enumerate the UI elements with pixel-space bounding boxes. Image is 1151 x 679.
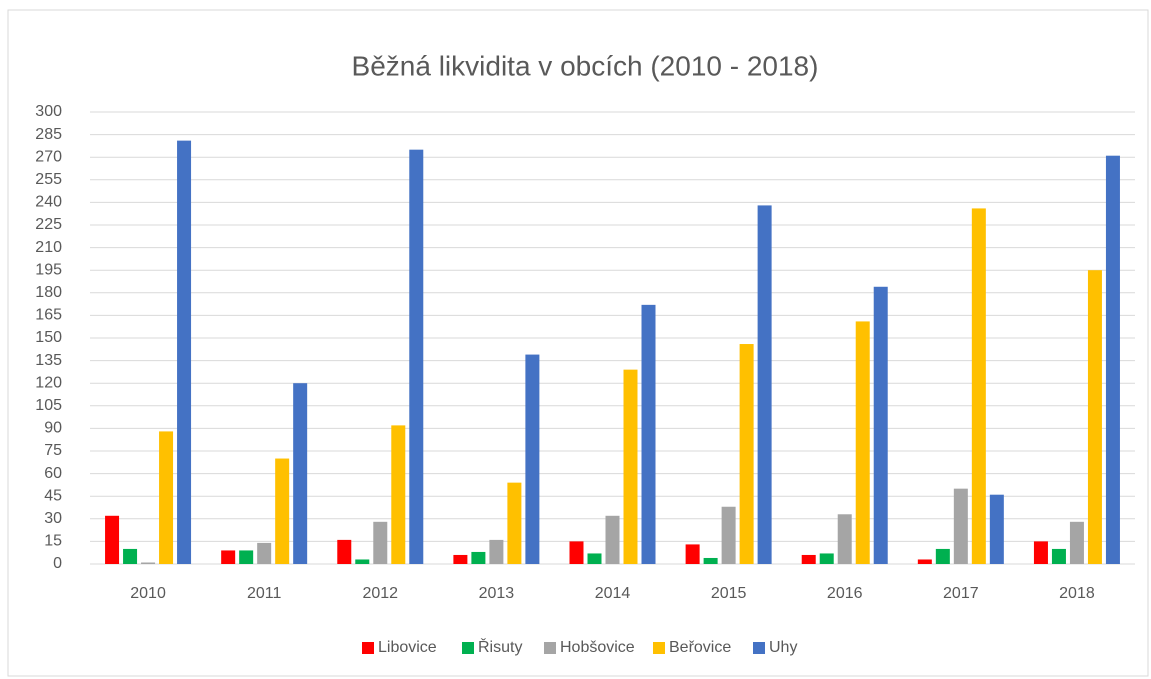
- bar: [605, 515, 620, 564]
- bar: [337, 539, 352, 564]
- legend-label: Beřovice: [669, 639, 731, 656]
- bar: [239, 550, 254, 564]
- x-tick-label: 2014: [595, 585, 631, 602]
- bar: [819, 553, 834, 564]
- bar: [703, 557, 718, 564]
- legend-label: Uhy: [769, 639, 797, 656]
- legend-label: Libovice: [378, 639, 437, 656]
- bar: [373, 521, 388, 564]
- bar: [257, 542, 272, 564]
- y-tick-label: 165: [35, 307, 62, 324]
- bar: [1087, 270, 1102, 564]
- y-tick-label: 255: [35, 171, 62, 188]
- bar: [873, 286, 888, 564]
- legend-swatch: [462, 642, 474, 654]
- bar: [569, 541, 584, 564]
- bar: [391, 425, 406, 564]
- y-tick-label: 90: [44, 420, 62, 437]
- bar: [721, 506, 736, 564]
- bar: [355, 559, 370, 564]
- bar: [409, 149, 424, 564]
- chart-frame: [7, 9, 1149, 677]
- y-tick-label: 210: [35, 239, 62, 256]
- y-tick-label: 270: [35, 148, 62, 165]
- bar: [159, 431, 174, 564]
- x-tick-label: 2015: [711, 585, 747, 602]
- x-tick-label: 2011: [247, 585, 282, 602]
- y-tick-label: 240: [35, 194, 62, 211]
- y-tick-label: 135: [35, 352, 62, 369]
- y-tick-label: 105: [35, 397, 62, 414]
- bar: [177, 140, 192, 565]
- bar: [953, 488, 968, 564]
- legend-swatch: [753, 642, 765, 654]
- bar: [739, 344, 754, 564]
- bar: [1051, 548, 1066, 564]
- y-tick-label: 30: [44, 510, 62, 527]
- x-tick-label: 2017: [943, 585, 979, 602]
- bar: [935, 548, 950, 564]
- y-tick-label: 120: [35, 374, 62, 391]
- y-tick-label: 195: [35, 261, 62, 278]
- bar: [123, 548, 138, 564]
- bar: [293, 383, 308, 564]
- y-tick-label: 45: [44, 487, 62, 504]
- bar: [587, 553, 602, 564]
- bar: [837, 514, 852, 564]
- y-tick-label: 225: [35, 216, 62, 233]
- y-tick-label: 285: [35, 126, 62, 143]
- bar: [641, 304, 656, 564]
- x-tick-label: 2012: [362, 585, 398, 602]
- legend-swatch: [362, 642, 374, 654]
- bar: [1105, 155, 1120, 564]
- x-tick-label: 2018: [1059, 585, 1095, 602]
- y-tick-label: 15: [44, 533, 62, 550]
- y-tick-label: 0: [53, 555, 62, 572]
- bar: [453, 554, 468, 564]
- bar: [917, 559, 932, 564]
- bar: [971, 208, 986, 564]
- bar: [507, 482, 522, 564]
- bar: [221, 550, 236, 564]
- bar: [1069, 521, 1084, 564]
- legend-swatch: [544, 642, 556, 654]
- y-tick-label: 60: [44, 465, 62, 482]
- bar: [855, 321, 870, 564]
- bar: [757, 205, 772, 564]
- x-tick-label: 2016: [827, 585, 863, 602]
- y-tick-label: 300: [35, 103, 62, 120]
- bar: [141, 562, 156, 564]
- bar: [275, 458, 290, 564]
- y-tick-label: 75: [44, 442, 62, 459]
- bar: [685, 544, 700, 564]
- x-tick-label: 2010: [130, 585, 166, 602]
- y-tick-label: 150: [35, 329, 62, 346]
- bar: [1033, 541, 1048, 564]
- bar: [801, 554, 816, 564]
- bar: [525, 354, 540, 564]
- bar: [989, 494, 1004, 564]
- chart-title: Běžná likvidita v obcích (2010 - 2018): [352, 50, 819, 81]
- x-tick-label: 2013: [479, 585, 515, 602]
- legend-label: Hobšovice: [560, 639, 635, 656]
- y-tick-label: 180: [35, 284, 62, 301]
- bar: [623, 369, 638, 564]
- legend-label: Řisuty: [478, 637, 522, 656]
- bar: [105, 515, 120, 564]
- bar: [489, 539, 504, 564]
- bar: [471, 551, 486, 564]
- legend-swatch: [653, 642, 665, 654]
